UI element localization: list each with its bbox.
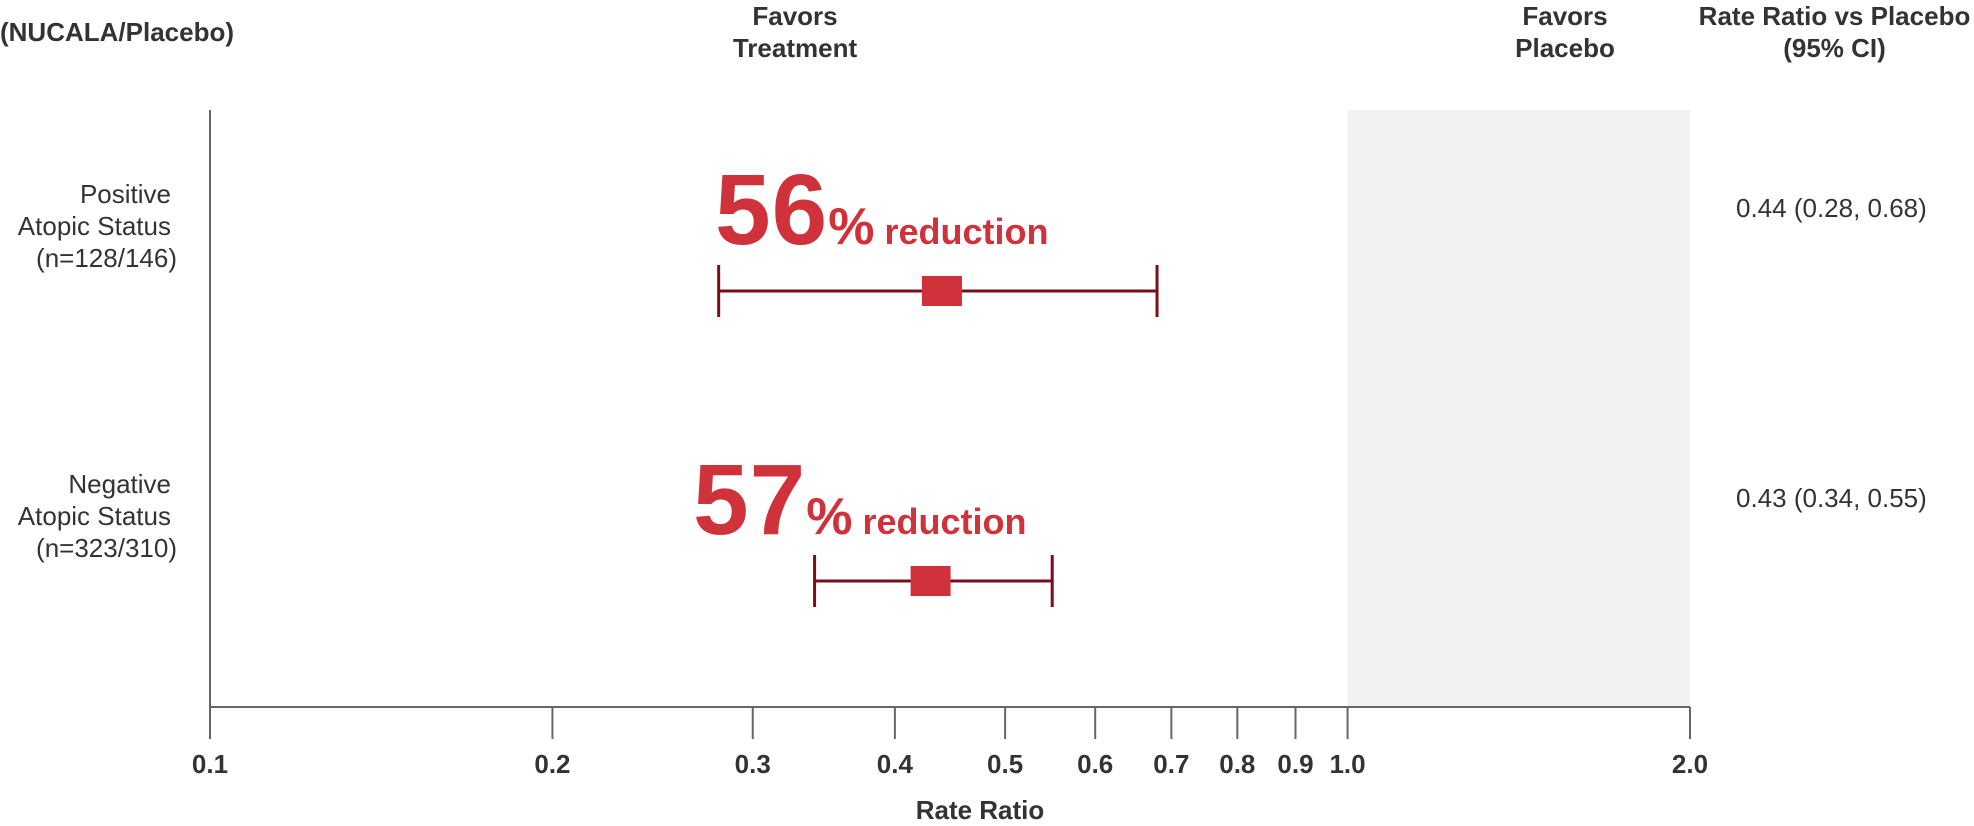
x-tick-label: 1.0 bbox=[1329, 749, 1365, 779]
point-estimate-marker bbox=[921, 276, 962, 306]
favors-treatment-line-2: Treatment bbox=[732, 33, 858, 63]
ci-value-text: 0.43 (0.34, 0.55) bbox=[1736, 483, 1927, 513]
reduction-word: reduction bbox=[884, 211, 1049, 252]
x-tick-label: 0.1 bbox=[192, 749, 228, 779]
favors-placebo-line-1: Favors bbox=[1522, 1, 1608, 31]
reduction-annotation-negative: 57% reduction bbox=[693, 450, 1027, 550]
group-label-line: Atopic Status bbox=[17, 211, 171, 241]
x-tick-label: 0.2 bbox=[534, 749, 570, 779]
x-tick-label: 0.3 bbox=[735, 749, 771, 779]
point-estimate-marker bbox=[910, 566, 951, 596]
ratio-column-header: Rate Ratio vs Placebo (95% CI) bbox=[1695, 0, 1974, 64]
x-tick-label: 0.6 bbox=[1077, 749, 1113, 779]
favors-placebo-line-2: Placebo bbox=[1515, 33, 1615, 63]
x-tick-label: 0.5 bbox=[987, 749, 1023, 779]
reduction-number: 56 bbox=[715, 154, 829, 266]
favors-placebo-header: Favors Placebo bbox=[1455, 0, 1675, 64]
x-tick-label: 0.8 bbox=[1219, 749, 1255, 779]
x-axis-title: Rate Ratio bbox=[915, 795, 1045, 825]
group-label-negative: Negative Atopic Status (n=323/310) bbox=[0, 468, 177, 564]
favors-treatment-header: Favors Treatment bbox=[680, 0, 910, 64]
favors-treatment-line-1: Favors bbox=[752, 1, 838, 31]
ratio-column-header-line-2: (95% CI) bbox=[1783, 33, 1886, 63]
group-column-header-text: (NUCALA/Placebo) bbox=[0, 17, 235, 47]
x-tick-label: 2.0 bbox=[1672, 749, 1708, 779]
reduction-word: reduction bbox=[862, 501, 1027, 542]
favors-placebo-region bbox=[1347, 110, 1690, 707]
group-label-line: Positive bbox=[79, 179, 171, 209]
reduction-percent-sign: % bbox=[806, 488, 853, 546]
x-tick-label: 0.4 bbox=[877, 749, 914, 779]
x-tick-label: 0.7 bbox=[1153, 749, 1189, 779]
group-label-line: (n=323/310) bbox=[36, 533, 177, 563]
group-column-header: (NUCALA/Placebo) bbox=[0, 16, 234, 48]
group-label-positive: Positive Atopic Status (n=128/146) bbox=[0, 178, 177, 274]
ci-value-negative: 0.43 (0.34, 0.55) bbox=[1736, 482, 1927, 514]
ci-value-text: 0.44 (0.28, 0.68) bbox=[1736, 193, 1927, 223]
group-label-line: Negative bbox=[68, 469, 171, 499]
reduction-percent-sign: % bbox=[828, 198, 875, 256]
ratio-column-header-line-1: Rate Ratio vs Placebo bbox=[1698, 1, 1971, 31]
x-tick-label: 0.9 bbox=[1277, 749, 1313, 779]
reduction-number: 57 bbox=[693, 444, 807, 556]
reduction-annotation-positive: 56% reduction bbox=[715, 160, 1049, 260]
ci-value-positive: 0.44 (0.28, 0.68) bbox=[1736, 192, 1927, 224]
group-label-line: (n=128/146) bbox=[36, 243, 177, 273]
group-label-line: Atopic Status bbox=[17, 501, 171, 531]
